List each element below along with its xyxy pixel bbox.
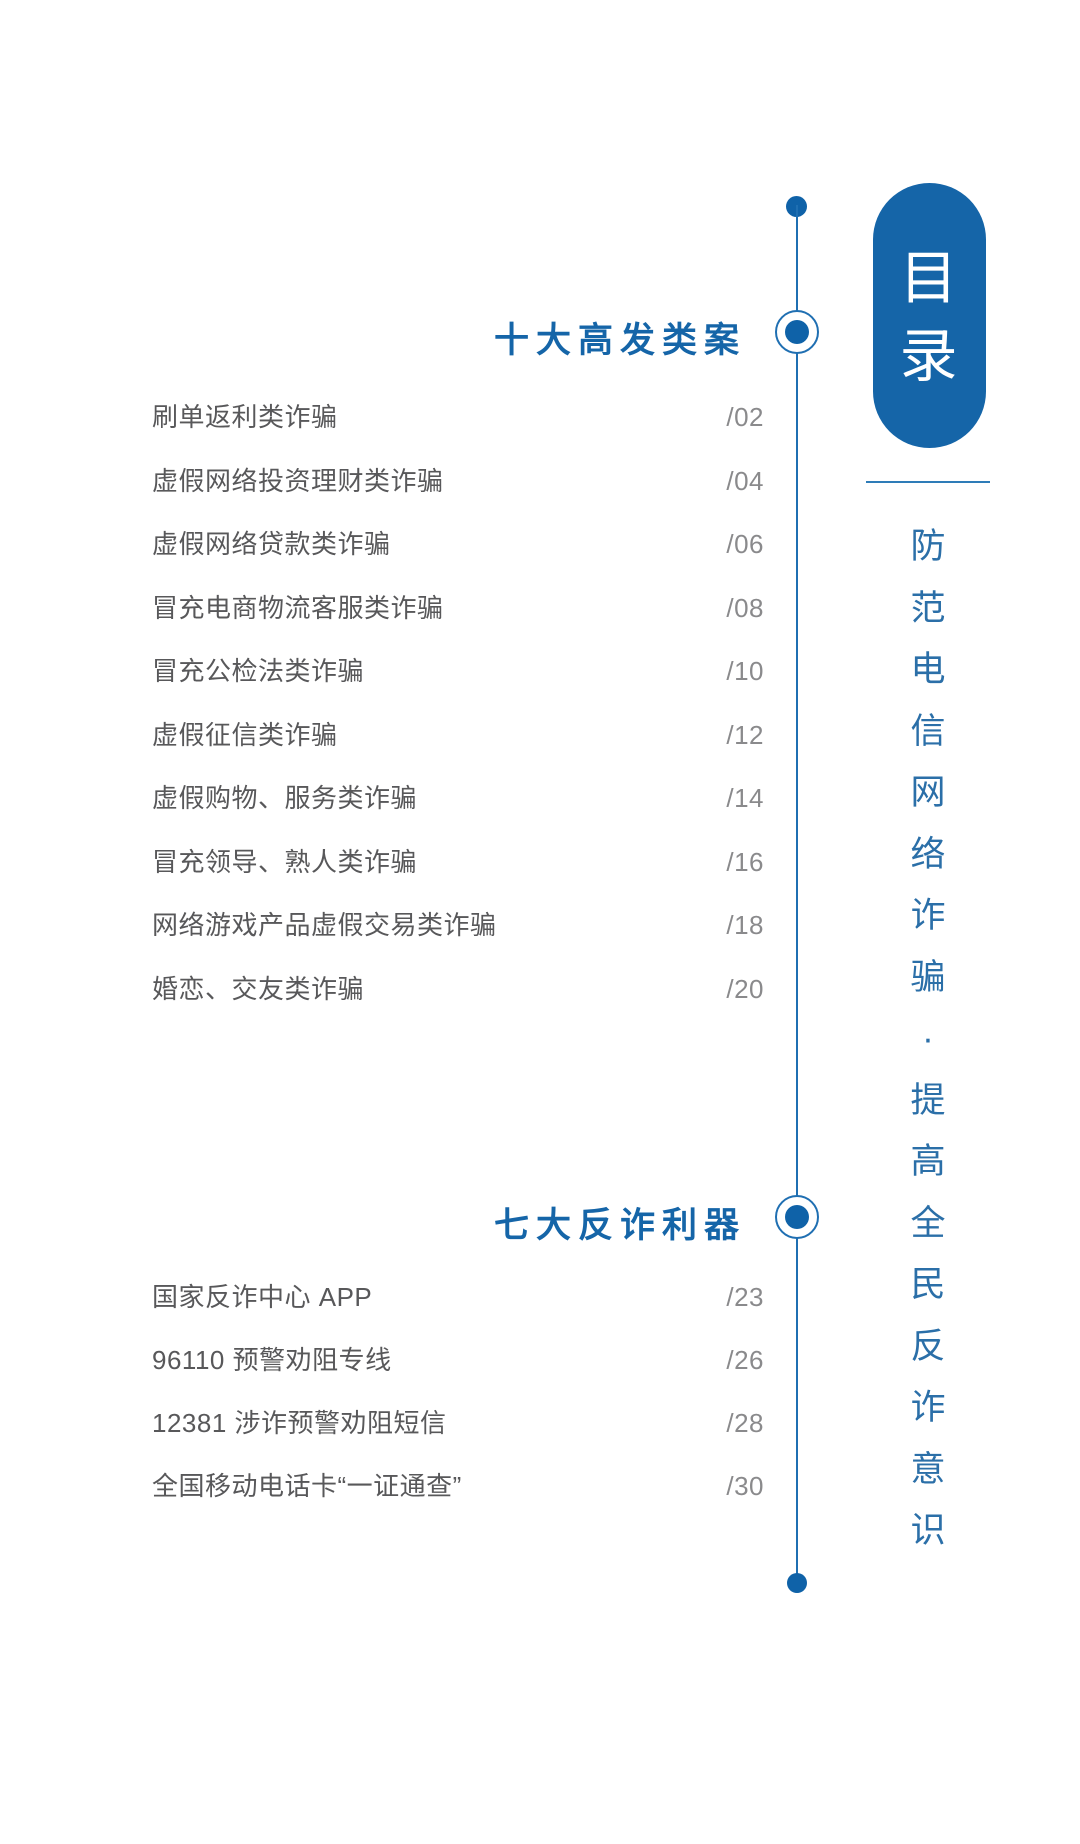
toc-entry-label: 网络游戏产品虚假交易类诈骗 xyxy=(152,910,497,940)
subtitle-char: 诈 xyxy=(910,1388,946,1427)
subtitle-char: 诈 xyxy=(910,896,946,935)
subtitle-char: 络 xyxy=(910,834,946,874)
toc-entry-page: /20 xyxy=(726,973,764,1004)
toc-entry-label: 冒充电商物流客服类诈骗 xyxy=(152,592,444,623)
contents-title-badge: 目 录 xyxy=(873,183,986,448)
toc-list-section-2: 国家反诈中心 APP /23 96110 预警劝阻专线 /26 12381 涉诈… xyxy=(152,1277,764,1529)
toc-entry-page: /06 xyxy=(726,529,764,559)
subtitle-char: 骗 xyxy=(910,957,946,997)
subtitle-char: 意 xyxy=(910,1449,946,1489)
toc-list-section-1: 刷单返利类诈骗 /02 虚假网络投资理财类诈骗 /04 虚假网络贷款类诈骗 /0… xyxy=(152,397,764,1032)
toc-entry-label: 刷单返利类诈骗 xyxy=(152,402,338,432)
toc-entry-page: /04 xyxy=(726,465,764,496)
toc-entry-label: 虚假网络贷款类诈骗 xyxy=(152,529,391,559)
subtitle-char: 网 xyxy=(910,773,946,812)
toc-entry[interactable]: 虚假网络投资理财类诈骗 /04 xyxy=(152,461,764,525)
subtitle-char: 提 xyxy=(910,1080,946,1120)
timeline-rail xyxy=(796,205,798,1583)
contents-title-char-1: 目 xyxy=(899,245,960,311)
timeline-marker-section-2 xyxy=(775,1195,819,1239)
toc-entry-label: 国家反诈中心 APP xyxy=(152,1282,373,1312)
subtitle-char: 范 xyxy=(910,588,946,628)
subtitle-char: 高 xyxy=(910,1142,946,1181)
toc-entry-page: /28 xyxy=(726,1408,764,1438)
subtitle-char: 全 xyxy=(910,1203,946,1243)
toc-entry-label: 96110 预警劝阻专线 xyxy=(152,1345,392,1375)
toc-entry[interactable]: 国家反诈中心 APP /23 xyxy=(152,1277,764,1340)
vertical-subtitle: 防 范 电 信 网 络 诈 骗 · 提 高 全 民 反 诈 意 识 xyxy=(893,516,963,1562)
title-divider xyxy=(866,481,990,483)
toc-entry[interactable]: 冒充电商物流客服类诈骗 /08 xyxy=(152,588,764,652)
toc-entry[interactable]: 刷单返利类诈骗 /02 xyxy=(152,397,764,461)
subtitle-char: 反 xyxy=(910,1326,946,1366)
toc-entry-page: /18 xyxy=(726,910,764,940)
toc-entry-label: 冒充公检法类诈骗 xyxy=(152,656,365,686)
toc-entry-label: 12381 涉诈预警劝阻短信 xyxy=(152,1408,447,1438)
subtitle-char: 信 xyxy=(910,711,946,751)
toc-entry-page: /23 xyxy=(726,1282,764,1312)
toc-entry[interactable]: 网络游戏产品虚假交易类诈骗 /18 xyxy=(152,905,764,969)
toc-entry-page: /12 xyxy=(726,719,764,750)
toc-entry[interactable]: 虚假购物、服务类诈骗 /14 xyxy=(152,778,764,842)
toc-entry-page: /26 xyxy=(726,1345,764,1375)
toc-entry[interactable]: 冒充公检法类诈骗 /10 xyxy=(152,651,764,715)
subtitle-char: 民 xyxy=(910,1265,946,1304)
subtitle-char: · xyxy=(922,1019,934,1058)
toc-entry-page: /16 xyxy=(726,846,764,877)
toc-entry[interactable]: 全国移动电话卡“一证通查” /30 xyxy=(152,1466,764,1529)
section-heading-2: 七大反诈利器 xyxy=(493,1206,746,1245)
subtitle-char: 电 xyxy=(910,650,946,689)
toc-entry-page: /30 xyxy=(726,1471,764,1501)
subtitle-char: 防 xyxy=(910,527,946,566)
toc-entry-page: /08 xyxy=(726,592,764,623)
toc-entry-page: /10 xyxy=(726,656,764,686)
toc-entry[interactable]: 婚恋、交友类诈骗 /20 xyxy=(152,969,764,1033)
toc-entry-page: /14 xyxy=(726,783,764,813)
toc-entry-page: /02 xyxy=(726,402,764,432)
toc-entry-label: 虚假征信类诈骗 xyxy=(152,719,338,750)
toc-entry-label: 全国移动电话卡“一证通查” xyxy=(152,1471,462,1501)
timeline-marker-section-1 xyxy=(775,310,819,354)
toc-entry-label: 虚假网络投资理财类诈骗 xyxy=(152,465,444,496)
toc-entry[interactable]: 冒充领导、熟人类诈骗 /16 xyxy=(152,842,764,906)
toc-entry[interactable]: 虚假征信类诈骗 /12 xyxy=(152,715,764,779)
contents-title-char-2: 录 xyxy=(899,323,960,389)
timeline-end-dot xyxy=(787,1573,807,1593)
toc-entry[interactable]: 12381 涉诈预警劝阻短信 /28 xyxy=(152,1403,764,1466)
toc-entry-label: 冒充领导、熟人类诈骗 xyxy=(152,846,418,877)
toc-entry-label: 虚假购物、服务类诈骗 xyxy=(152,783,418,813)
subtitle-char: 识 xyxy=(910,1511,946,1550)
toc-entry[interactable]: 虚假网络贷款类诈骗 /06 xyxy=(152,524,764,588)
section-heading-1: 十大高发类案 xyxy=(493,321,746,360)
toc-entry-label: 婚恋、交友类诈骗 xyxy=(152,973,365,1004)
toc-entry[interactable]: 96110 预警劝阻专线 /26 xyxy=(152,1340,764,1403)
